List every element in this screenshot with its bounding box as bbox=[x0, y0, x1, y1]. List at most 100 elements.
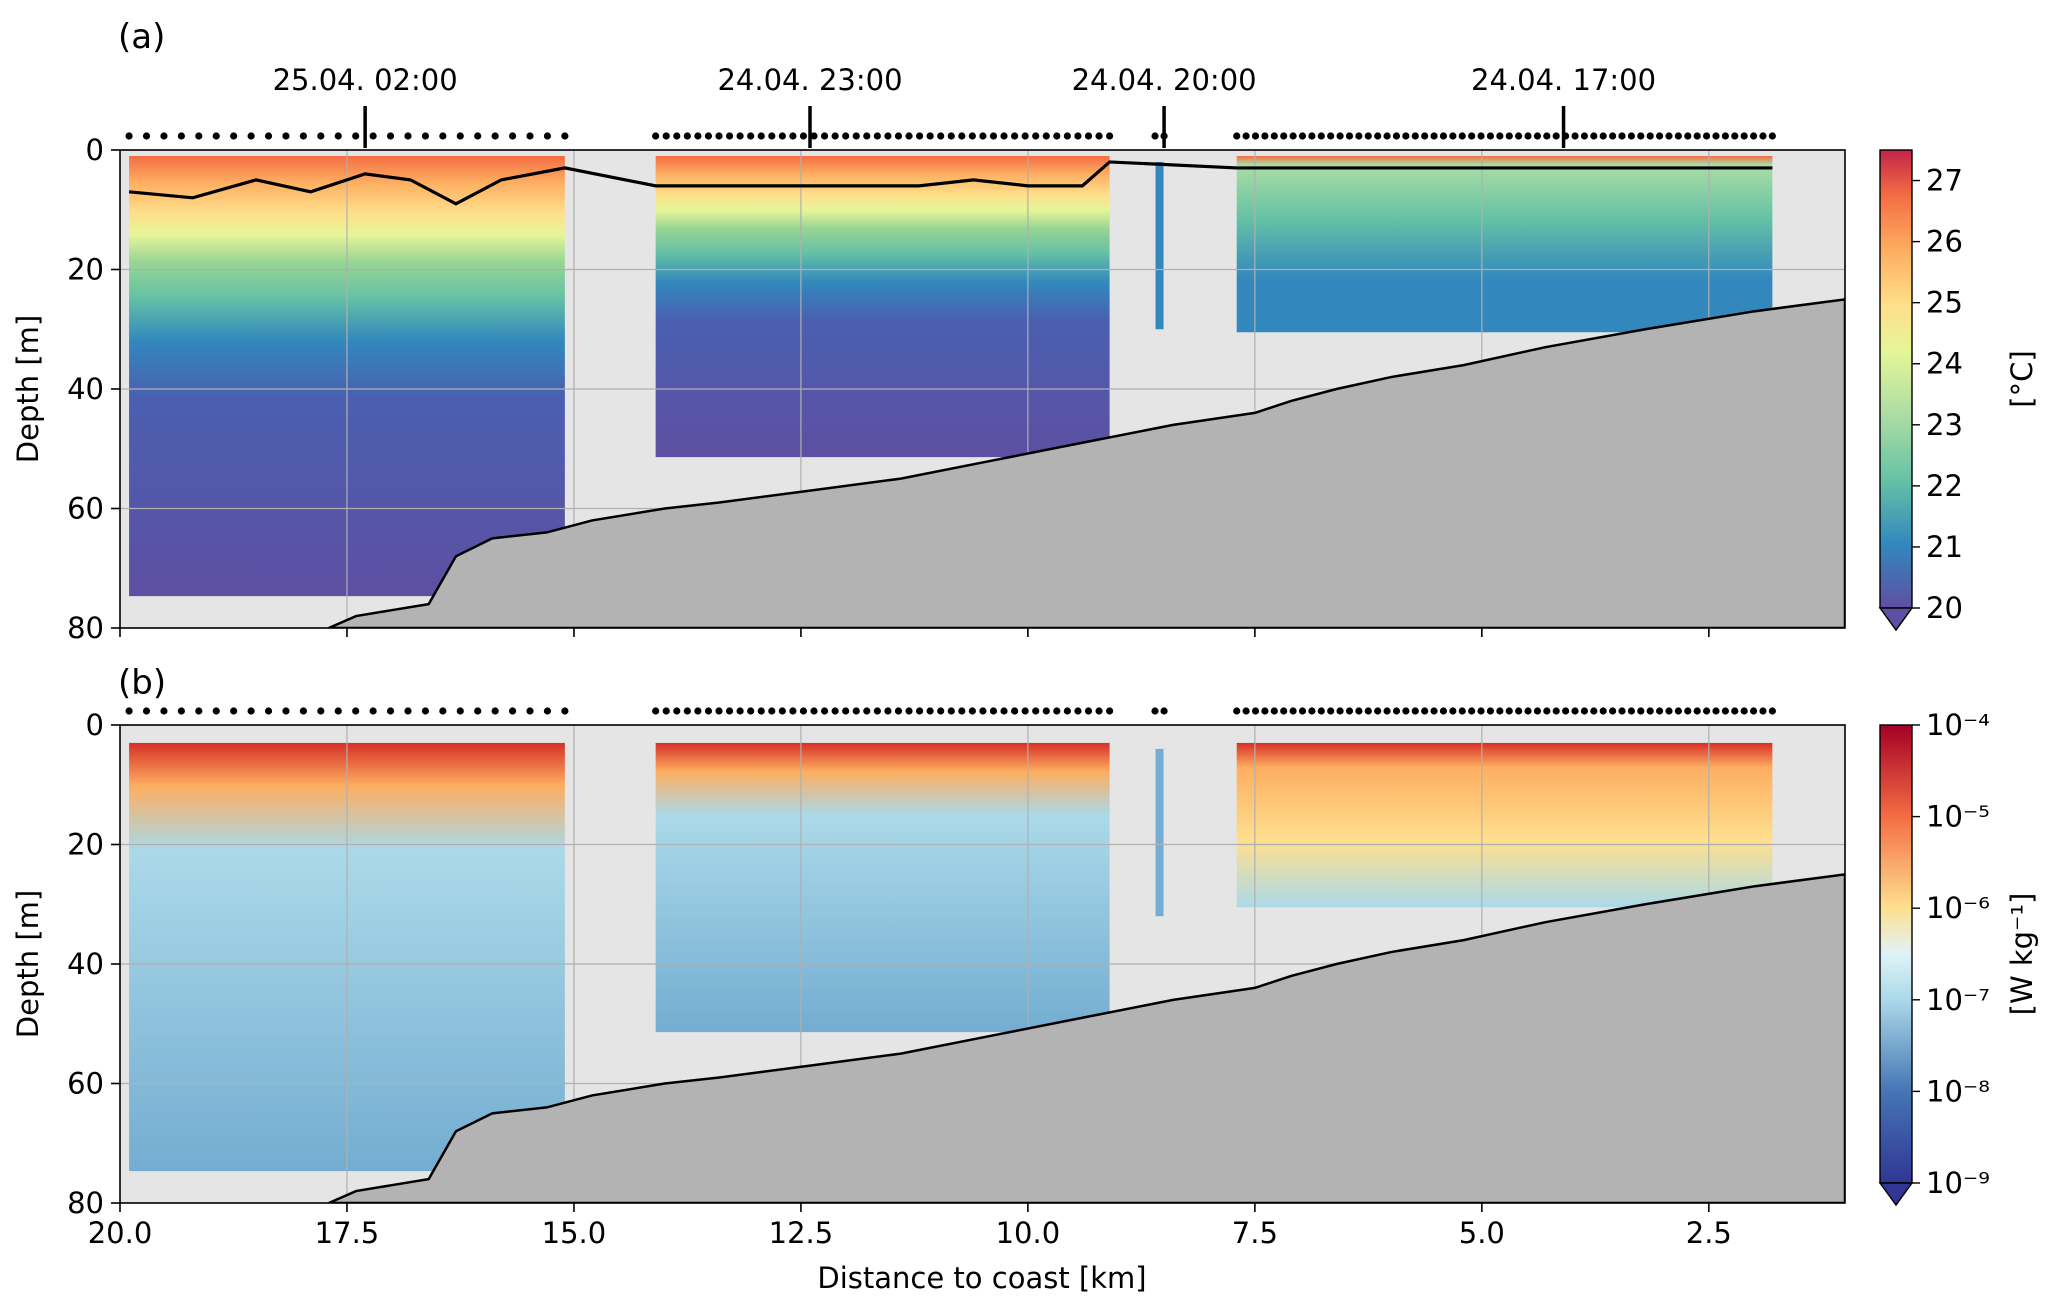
cast-dot bbox=[1627, 707, 1636, 715]
cast-dot bbox=[725, 707, 734, 715]
cast-dot bbox=[757, 132, 765, 140]
cast-dot bbox=[1345, 132, 1354, 140]
cast-dot bbox=[979, 707, 987, 715]
cast-dot bbox=[125, 132, 133, 140]
colorbar-body bbox=[1879, 149, 1913, 609]
cast-dot bbox=[1646, 707, 1654, 715]
cast-dot bbox=[884, 707, 892, 715]
cast-dot bbox=[1160, 707, 1168, 715]
cast-dot bbox=[1042, 707, 1050, 715]
cast-dot bbox=[1665, 707, 1673, 715]
y-axis-label: Depth [m] bbox=[11, 315, 45, 463]
cast-dot bbox=[1571, 707, 1579, 715]
cast-dot bbox=[1355, 707, 1363, 715]
cast-dot bbox=[778, 132, 786, 140]
cast-dot bbox=[715, 132, 723, 140]
cast-dot bbox=[526, 132, 534, 140]
cast-dot bbox=[662, 707, 670, 715]
cast-dot bbox=[1095, 132, 1103, 140]
data-column bbox=[1155, 161, 1164, 330]
cast-dot bbox=[778, 707, 786, 715]
cast-dot bbox=[1042, 132, 1050, 140]
cast-dot bbox=[1543, 707, 1551, 715]
colorbar-tick-label: 22 bbox=[1926, 469, 1963, 503]
cast-dot bbox=[1151, 132, 1159, 140]
cast-dot bbox=[230, 132, 238, 140]
cast-dot bbox=[1270, 132, 1278, 140]
cast-dot bbox=[543, 707, 552, 715]
colorbar-tick-label: 10⁻⁷ bbox=[1926, 983, 1990, 1017]
x-tick-label: 17.5 bbox=[315, 1216, 380, 1250]
colorbar-tick-label: 24 bbox=[1926, 347, 1963, 381]
cast-dot bbox=[968, 707, 976, 715]
cast-dot bbox=[1383, 707, 1391, 715]
x-tick-label: 15.0 bbox=[542, 1216, 607, 1250]
colorbar-tick-label: 21 bbox=[1926, 530, 1963, 564]
cast-dot bbox=[884, 132, 892, 140]
cast-dot bbox=[810, 707, 818, 715]
cast-dot bbox=[831, 707, 839, 715]
cast-dot bbox=[863, 707, 871, 715]
cast-dot bbox=[1000, 132, 1008, 140]
cast-dot bbox=[1430, 707, 1438, 715]
cast-dot bbox=[799, 707, 808, 715]
cast-dot bbox=[1655, 707, 1664, 715]
cast-dot bbox=[1449, 132, 1457, 140]
cast-dot bbox=[1421, 132, 1429, 140]
cast-dot bbox=[526, 707, 534, 715]
x-tick-label: 7.5 bbox=[1232, 1216, 1278, 1250]
dissipation-panel: (b) 20.0 17.5 15.0 12.5 10.0 7.5 5.0 2.5 0 20 40 6… bbox=[11, 663, 2039, 1295]
cast-dot bbox=[1063, 707, 1071, 715]
data-column bbox=[1236, 155, 1773, 333]
cast-dot bbox=[1383, 132, 1391, 140]
cast-dot bbox=[1571, 132, 1579, 140]
cast-dot bbox=[1674, 707, 1682, 715]
cast-dot bbox=[142, 132, 151, 140]
cast-dot bbox=[1298, 132, 1307, 140]
cast-dot bbox=[757, 707, 765, 715]
cast-dot bbox=[810, 132, 818, 140]
cast-dot bbox=[1392, 707, 1401, 715]
cast-dot bbox=[1074, 707, 1082, 715]
cast-dot bbox=[369, 707, 377, 715]
cast-dot bbox=[1084, 707, 1093, 715]
cast-dot bbox=[1032, 707, 1040, 715]
cast-dot bbox=[1740, 132, 1748, 140]
cast-dot bbox=[1505, 132, 1513, 140]
cast-dot bbox=[1430, 132, 1438, 140]
cast-dot bbox=[1693, 132, 1701, 140]
cast-dot bbox=[264, 707, 273, 715]
cast-dot bbox=[1280, 707, 1288, 715]
cast-dot bbox=[491, 132, 499, 140]
colorbar-extend-min bbox=[1878, 607, 1914, 632]
cast-dot bbox=[1637, 132, 1645, 140]
cast-dot bbox=[1665, 132, 1673, 140]
y-tick-label: 0 bbox=[86, 133, 104, 167]
cast-dot bbox=[195, 132, 203, 140]
cast-dots bbox=[125, 132, 1776, 140]
colorbar-tick-label: 26 bbox=[1926, 225, 1963, 259]
cast-dot bbox=[1374, 132, 1382, 140]
cast-dot bbox=[937, 132, 945, 140]
cast-dot bbox=[439, 707, 447, 715]
colorbar-tick-label: 25 bbox=[1926, 286, 1963, 320]
cast-dot bbox=[842, 132, 850, 140]
cast-dot bbox=[1021, 707, 1029, 715]
cast-dot bbox=[334, 132, 342, 140]
cast-dot bbox=[1731, 707, 1739, 715]
y-axis-label: Depth [m] bbox=[11, 890, 45, 1038]
colorbar-tick-label: 10⁻⁶ bbox=[1926, 891, 1990, 925]
cast-dot bbox=[1552, 132, 1560, 140]
cast-dot bbox=[1712, 707, 1720, 715]
temperature-colorbar: 20 21 22 23 24 25 26 27 [°C] bbox=[1878, 149, 2039, 632]
cast-dot bbox=[474, 132, 482, 140]
cast-dot bbox=[1289, 707, 1297, 715]
cast-dot bbox=[160, 132, 168, 140]
cast-dot bbox=[694, 707, 702, 715]
dissipation-colorbar: 10⁻⁹ 10⁻⁸ 10⁻⁷ 10⁻⁶ 10⁻⁵ 10⁻⁴ [W kg⁻¹] bbox=[1878, 708, 2039, 1207]
bathymetry bbox=[328, 873, 1845, 1203]
cast-dot bbox=[873, 132, 881, 140]
cast-dot bbox=[652, 707, 660, 715]
cast-dot bbox=[264, 132, 273, 140]
